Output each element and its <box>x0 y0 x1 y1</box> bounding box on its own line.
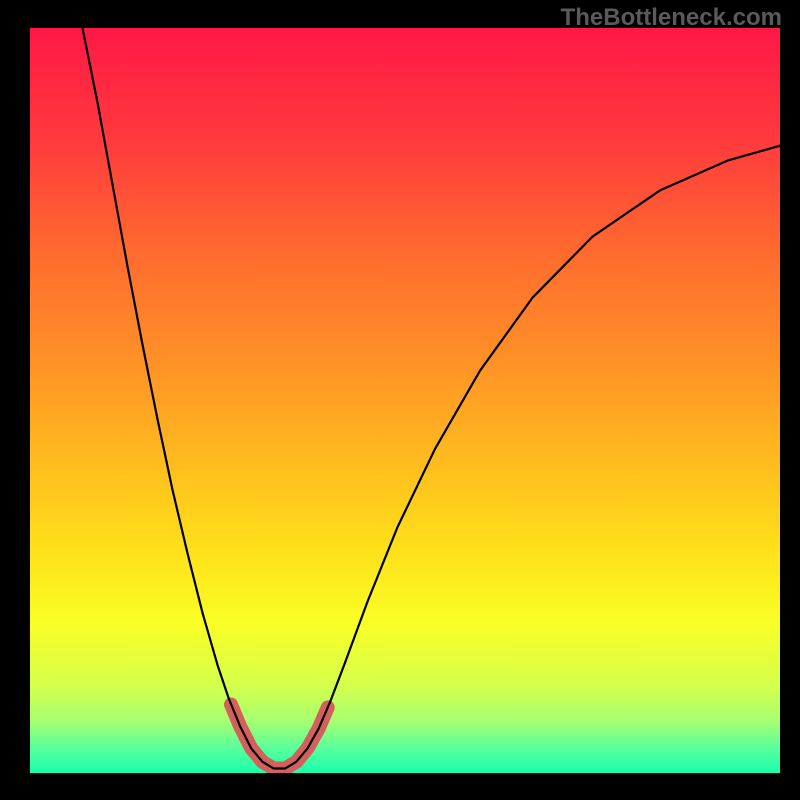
watermark-text: TheBottleneck.com <box>561 4 782 32</box>
plot-area <box>30 28 780 773</box>
curves-svg <box>30 28 780 773</box>
curve-main <box>83 28 781 769</box>
